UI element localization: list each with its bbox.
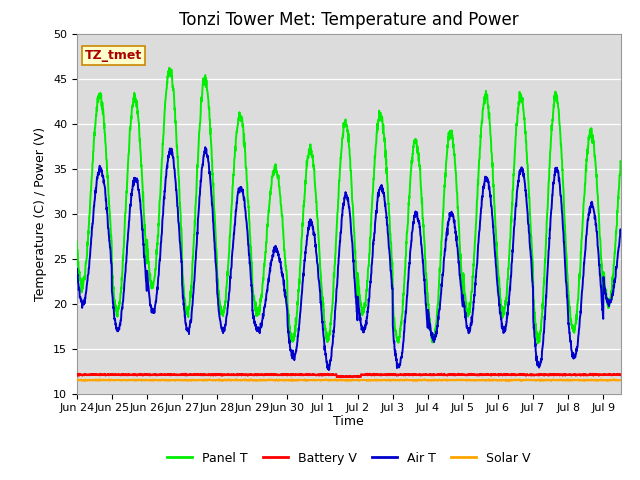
Legend: Panel T, Battery V, Air T, Solar V: Panel T, Battery V, Air T, Solar V — [163, 447, 535, 469]
X-axis label: Time: Time — [333, 415, 364, 428]
Y-axis label: Temperature (C) / Power (V): Temperature (C) / Power (V) — [35, 127, 47, 300]
Title: Tonzi Tower Met: Temperature and Power: Tonzi Tower Met: Temperature and Power — [179, 11, 518, 29]
Text: TZ_tmet: TZ_tmet — [85, 49, 142, 62]
